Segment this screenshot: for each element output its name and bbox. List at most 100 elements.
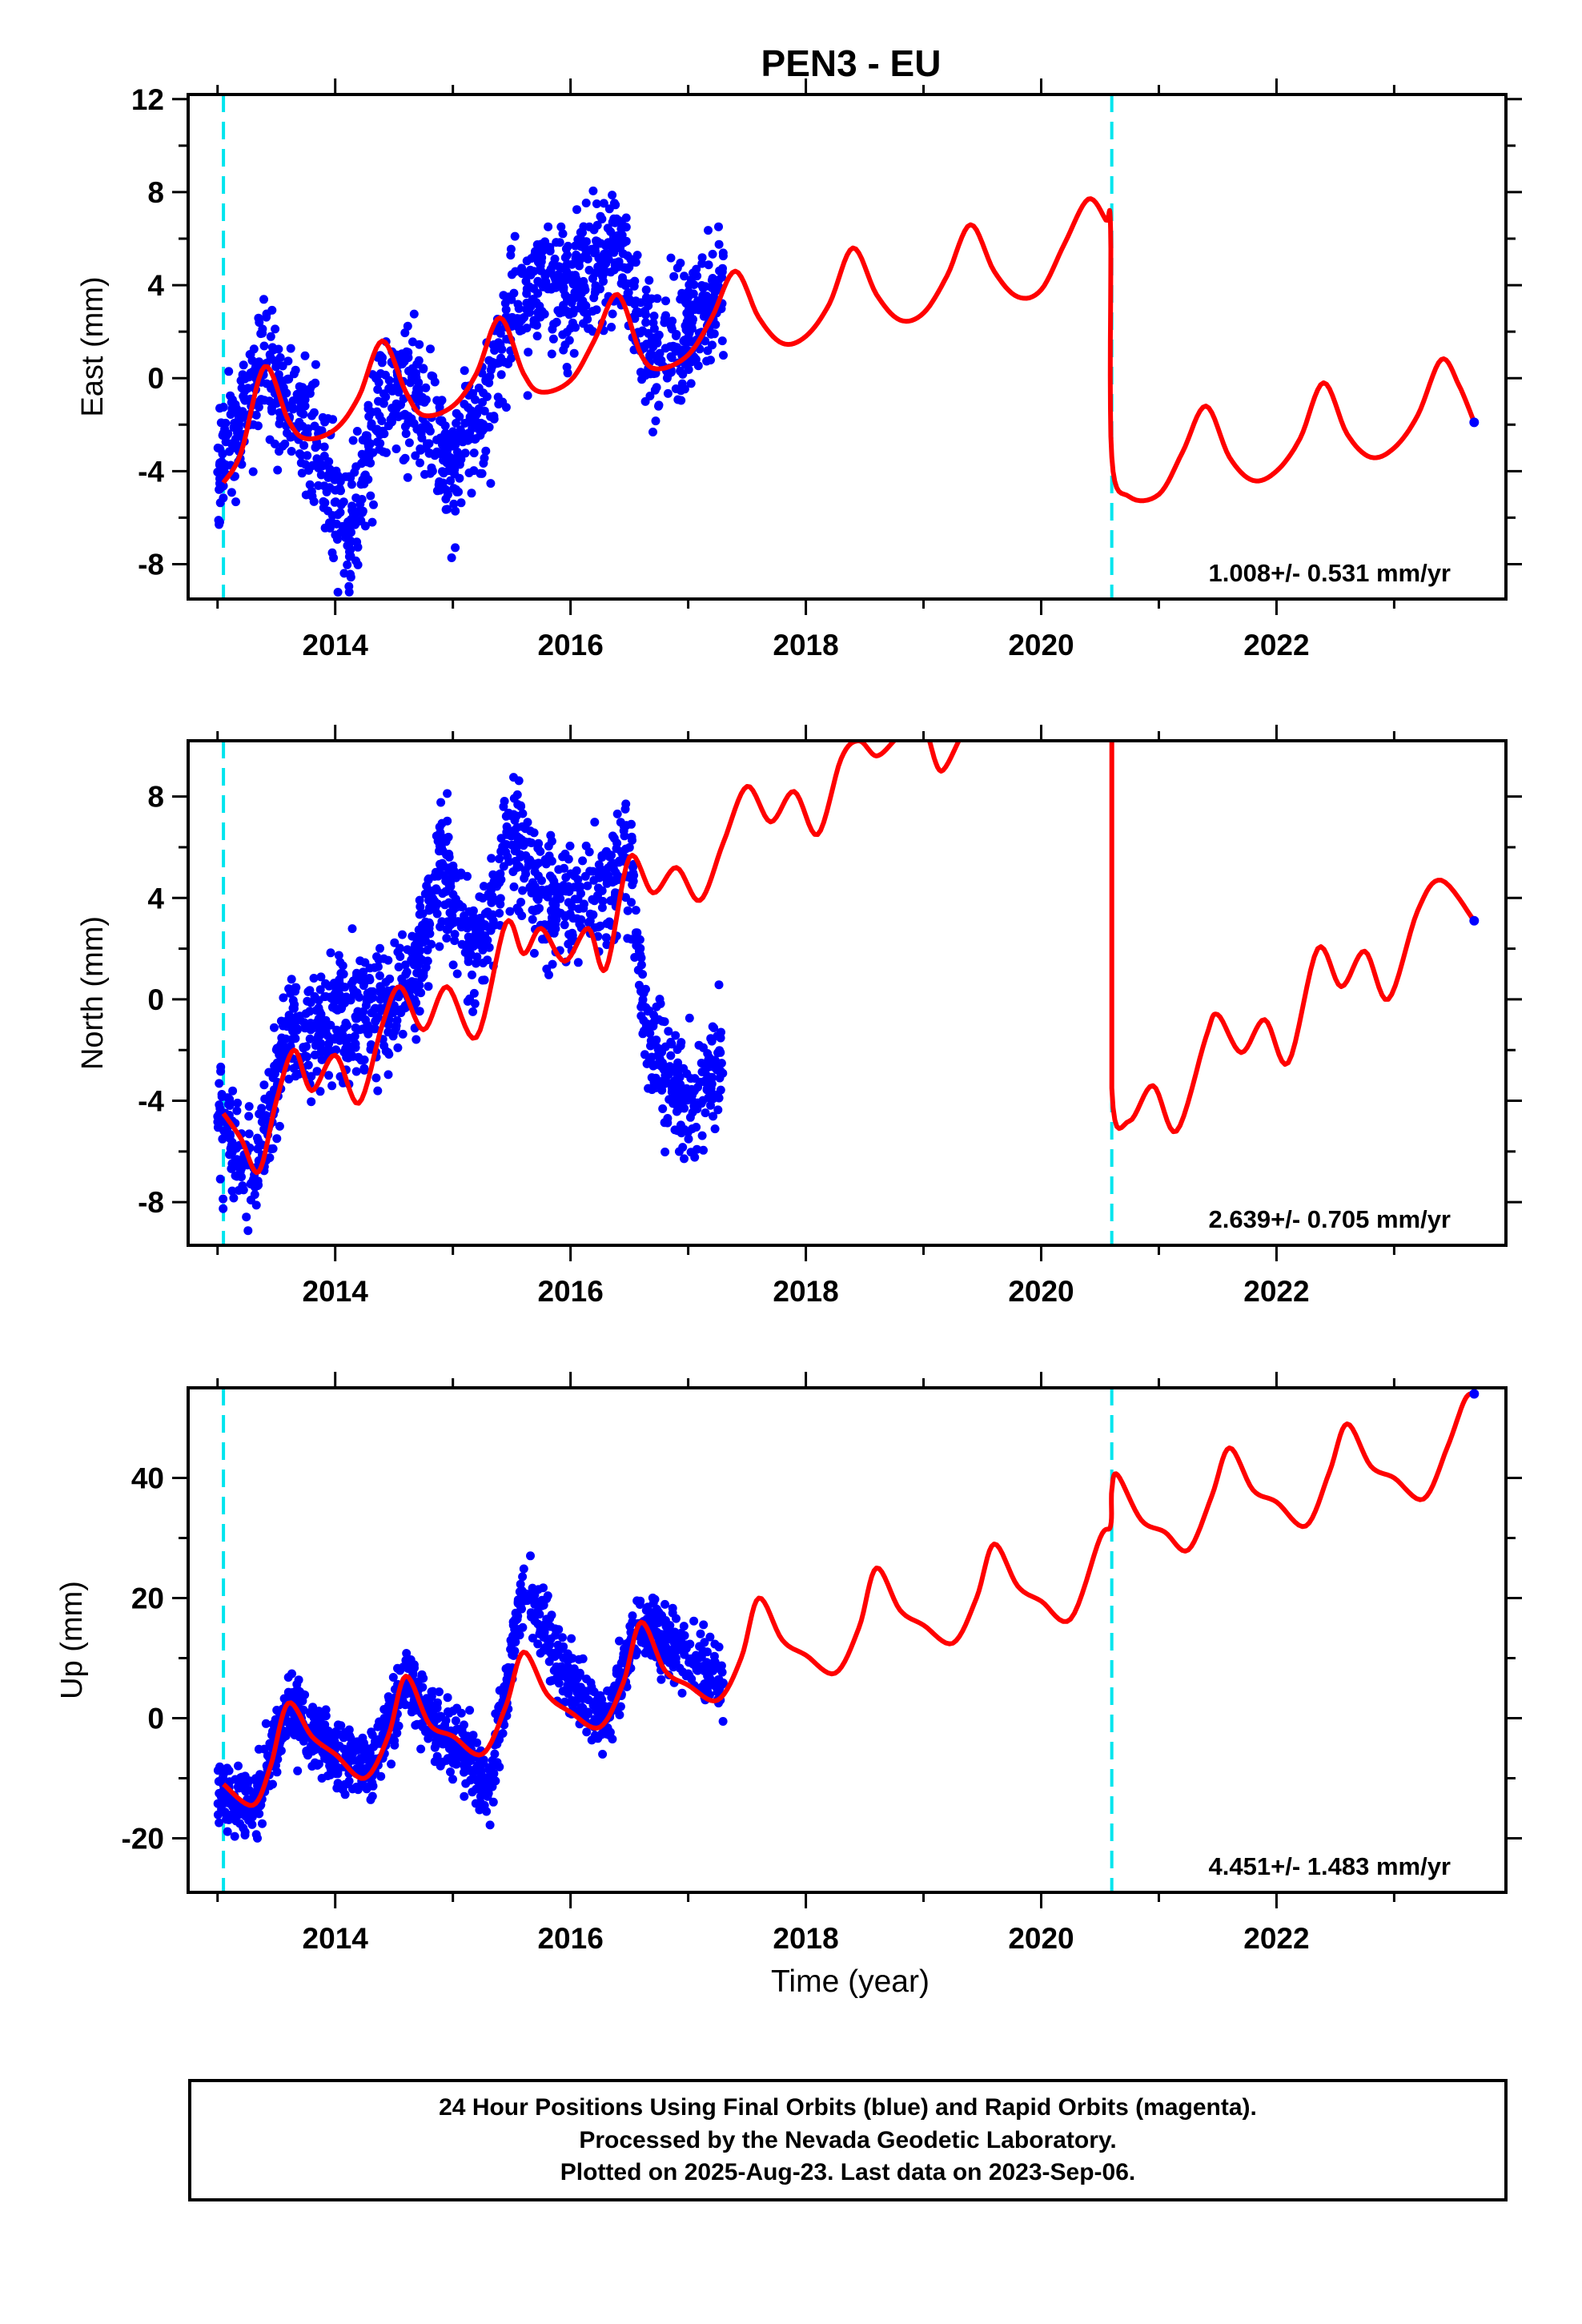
data-point [333,510,343,520]
data-point [449,905,458,915]
data-point [471,1799,480,1808]
data-point [323,506,333,516]
data-point [379,987,389,997]
data-point [259,1080,269,1090]
data-point [587,1735,596,1745]
data-point [293,1766,303,1775]
data-point [522,284,532,294]
data-point [699,1620,709,1630]
data-point [248,467,258,476]
data-point [239,360,248,370]
data-point [456,455,466,464]
data-point [717,1661,726,1671]
data-point [523,391,532,400]
data-point [400,409,410,419]
data-point [573,1695,583,1704]
data-point [534,838,544,848]
data-point [486,926,496,935]
data-point [554,1679,564,1688]
data-point [377,416,387,425]
data-point [408,337,417,347]
data-point [526,1551,535,1561]
data-point [348,436,358,445]
data-point [373,1086,383,1096]
data-point [661,1079,670,1088]
data-point [516,1579,525,1589]
data-point [688,1090,697,1100]
data-point [706,356,715,365]
data-point [588,186,598,195]
x-tick-label: 2014 [303,1922,369,1955]
data-point [545,1676,555,1686]
data-point [549,320,559,329]
data-point [296,458,306,468]
data-point [234,1761,243,1771]
data-point [242,1212,251,1222]
data-point [448,960,458,970]
data-point [648,1037,657,1047]
data-point [652,294,662,304]
data-point [436,433,445,443]
data-point [648,428,657,436]
data-point [641,1003,651,1012]
data-point [367,1040,375,1049]
data-point [563,250,572,259]
data-point [539,1620,548,1630]
data-point [598,896,608,906]
data-point [653,1043,663,1053]
data-point [590,818,600,827]
data-point [697,296,707,306]
data-point [684,1134,693,1144]
data-point [445,432,455,441]
data-point [223,1763,232,1773]
data-point [468,1731,478,1740]
data-point [361,1015,371,1025]
data-point [335,1763,344,1773]
data-point [373,384,383,394]
data-point [598,1750,608,1759]
data-point [632,308,640,317]
data-point [295,449,304,458]
data-point [527,838,536,847]
data-point [274,344,283,354]
data-point [259,295,268,304]
data-point [213,468,223,476]
data-point [348,1041,358,1051]
data-point [460,366,469,376]
data-point [597,1695,607,1704]
data-point [414,932,423,942]
data-point [233,1782,243,1791]
data-point [404,1687,414,1697]
x-tick-label: 2020 [1008,1275,1074,1308]
data-point [347,501,357,511]
data-point [424,448,434,458]
data-point [219,493,228,503]
data-point [260,1094,270,1104]
data-point [699,1145,708,1155]
data-point [693,1144,701,1154]
data-point [509,882,519,891]
data-point [379,1705,389,1714]
data-point [567,1634,576,1643]
data-point [561,873,571,883]
data-point [267,384,276,393]
data-point [267,305,277,315]
data-point [440,900,450,910]
data-point [393,1043,403,1052]
data-point [526,826,535,836]
data-point [257,1771,267,1780]
data-point [647,1085,656,1095]
data-point [287,447,296,456]
data-point [416,1744,426,1754]
data-point [602,940,612,950]
data-point [456,498,466,508]
data-point [630,257,640,267]
footer-box: 24 Hour Positions Using Final Orbits (bl… [188,2079,1508,2201]
data-point [338,1030,347,1039]
data-point [576,882,585,891]
x-tick-label: 2016 [537,629,603,661]
data-point [275,1043,285,1053]
data-point [575,919,584,929]
data-point [240,374,250,384]
data-point [562,328,572,337]
